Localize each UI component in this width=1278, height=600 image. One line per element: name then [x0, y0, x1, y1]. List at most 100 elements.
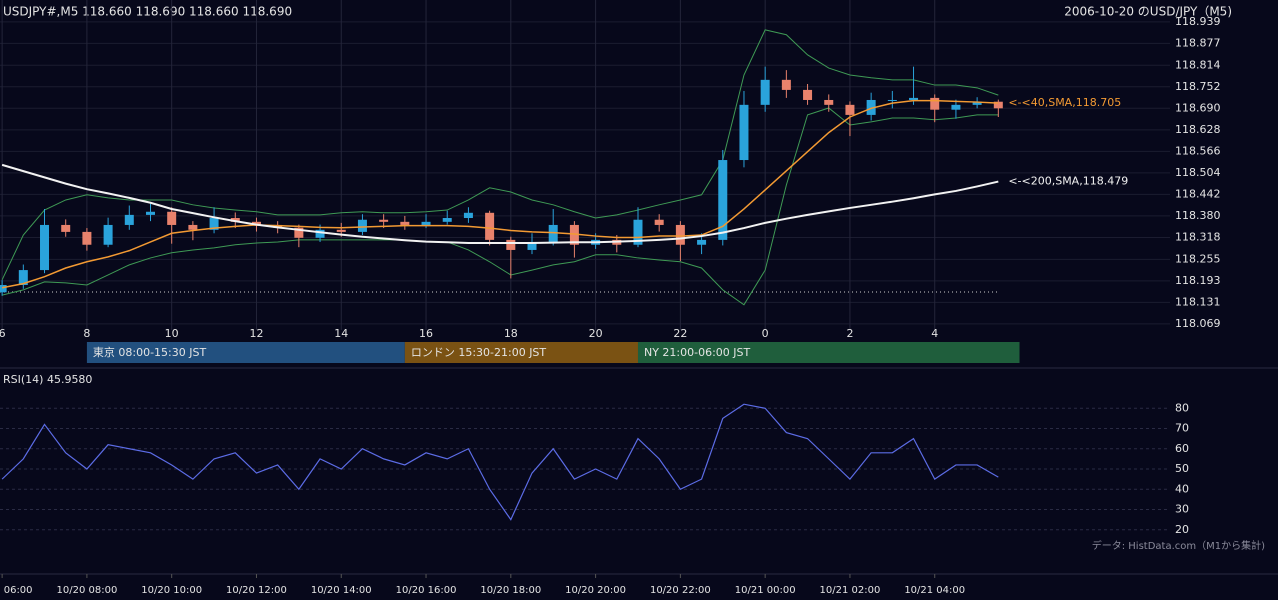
- bollinger-upper: [1, 29, 999, 281]
- y-tick-label: 118.255: [1175, 252, 1221, 265]
- x-tick-label: 12: [249, 327, 263, 340]
- candle-body: [548, 224, 558, 242]
- candle-body: [61, 224, 71, 232]
- date-tick-label: 10/20 20:00: [565, 585, 626, 596]
- session-label: NY 21:00-06:00 JST: [644, 346, 751, 359]
- y-tick-label: 118.380: [1175, 209, 1221, 222]
- y-tick-label: 118.877: [1175, 36, 1221, 49]
- date-tick-label: 10/20 08:00: [56, 585, 117, 596]
- x-tick-label: 10: [165, 327, 179, 340]
- candle-body: [167, 211, 177, 225]
- candle-body: [230, 218, 240, 222]
- session-bar: [637, 342, 1020, 363]
- x-tick-label: 4: [931, 327, 938, 340]
- candle-body: [315, 229, 325, 238]
- candle-body: [930, 97, 940, 110]
- candle-body: [845, 104, 855, 115]
- x-tick-label: 2: [846, 327, 853, 340]
- candle-body: [442, 218, 452, 222]
- date-tick-label: 10/21 00:00: [735, 585, 796, 596]
- y-tick-label: 118.069: [1175, 317, 1221, 330]
- y-tick-label: 50: [1175, 462, 1189, 475]
- candle-body: [124, 214, 134, 225]
- legend-label: <-<200,SMA,118.479: [1008, 175, 1128, 188]
- candle-body: [0, 285, 7, 293]
- y-tick-label: 30: [1175, 503, 1189, 516]
- candle-body: [82, 231, 92, 245]
- x-tick-label: 16: [419, 327, 433, 340]
- date-tick-label: 10/20 12:00: [226, 585, 287, 596]
- date-tick-label: 10/20 22:00: [650, 585, 711, 596]
- candle-body: [357, 219, 367, 232]
- candle-body: [654, 219, 664, 225]
- candle-body: [506, 239, 516, 250]
- y-tick-label: 118.193: [1175, 274, 1221, 287]
- candle-body: [421, 221, 431, 225]
- candle-body: [145, 211, 155, 215]
- rsi-label: RSI(14) 45.9580: [3, 373, 92, 386]
- x-tick-label: 14: [334, 327, 348, 340]
- y-tick-label: 118.939: [1175, 15, 1221, 28]
- date-tick-label: 10/21 02:00: [820, 585, 881, 596]
- candle-body: [18, 270, 28, 286]
- rsi-line: [1, 403, 999, 521]
- y-tick-label: 118.690: [1175, 101, 1221, 114]
- candle-body: [866, 99, 876, 115]
- candle-body: [209, 218, 219, 230]
- candle-body: [993, 101, 1003, 109]
- x-tick-label: 22: [673, 327, 687, 340]
- candle-body: [718, 160, 728, 240]
- x-tick-label: 18: [504, 327, 518, 340]
- y-tick-label: 118.318: [1175, 230, 1221, 243]
- session-label: 東京 08:00-15:30 JST: [93, 345, 207, 359]
- candle-body: [103, 224, 113, 245]
- session-label: ロンドン 15:30-21:00 JST: [411, 346, 547, 359]
- candle-body: [251, 221, 261, 225]
- bollinger-lower: [2, 107, 999, 306]
- candle-body: [527, 241, 537, 250]
- candle-body: [887, 99, 897, 101]
- candle-body: [336, 229, 346, 232]
- y-tick-label: 70: [1175, 422, 1189, 435]
- candle-body: [739, 104, 749, 161]
- candle-body: [824, 99, 834, 105]
- candle-body: [40, 224, 50, 271]
- date-tick-label: 10/20 14:00: [311, 585, 372, 596]
- chart-title: USDJPY#,M5 118.660 118.690 118.660 118.6…: [3, 5, 292, 19]
- date-tick-label: 10/20 18:00: [480, 585, 541, 596]
- y-tick-label: 60: [1175, 442, 1189, 455]
- session-bar: [86, 342, 405, 363]
- candle-body: [379, 219, 389, 222]
- candle-body: [951, 104, 961, 110]
- date-tick-label: 10/21 04:00: [904, 585, 965, 596]
- source-note: データ: HistData.com（M1から集計): [1092, 539, 1265, 552]
- x-tick-label: 20: [589, 327, 603, 340]
- candle-body: [697, 239, 707, 245]
- y-tick-label: 40: [1175, 482, 1189, 495]
- y-tick-label: 118.814: [1175, 58, 1221, 71]
- y-tick-label: 118.442: [1175, 187, 1221, 200]
- candle-body: [781, 79, 791, 90]
- candle-body: [675, 224, 685, 245]
- y-tick-label: 118.131: [1175, 295, 1221, 308]
- legend-label: <-<40,SMA,118.705: [1008, 96, 1121, 109]
- y-tick-label: 118.628: [1175, 123, 1221, 136]
- candle-body: [485, 212, 495, 240]
- candle-body: [803, 89, 813, 100]
- session-bar: [404, 342, 638, 363]
- y-tick-label: 118.566: [1175, 144, 1221, 157]
- y-tick-label: 118.752: [1175, 80, 1221, 93]
- date-tick-label: 10/20 16:00: [396, 585, 457, 596]
- candle-body: [294, 227, 304, 238]
- x-tick-label: 6: [0, 327, 6, 340]
- candle-body: [188, 224, 198, 230]
- candle-body: [633, 219, 643, 245]
- sma-line: [1, 99, 999, 289]
- candle-body: [400, 221, 410, 225]
- y-tick-label: 118.504: [1175, 166, 1221, 179]
- chart-subtitle: 2006-10-20 のUSD/JPY（M5): [1064, 5, 1232, 19]
- candle-body: [569, 224, 579, 245]
